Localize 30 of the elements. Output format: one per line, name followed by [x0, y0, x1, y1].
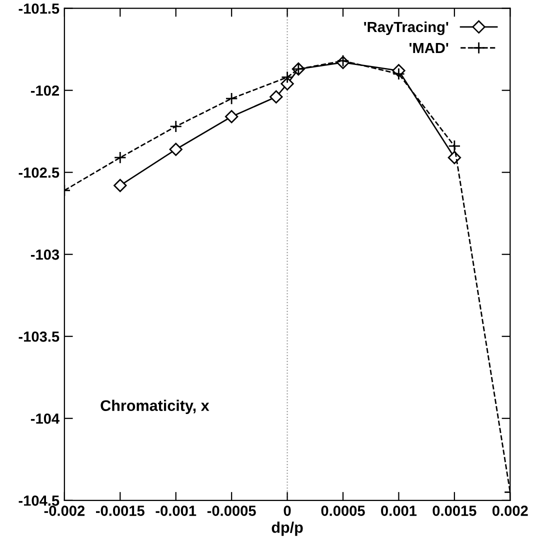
point [448, 140, 461, 152]
y-tick-label: -103 [30, 249, 60, 260]
y-tick-label: -102 [30, 85, 59, 96]
x-tick-label: 0.0015 [432, 506, 476, 516]
point [281, 70, 294, 84]
y-tick-label: -101.5 [18, 3, 60, 14]
point [392, 68, 405, 80]
point [224, 110, 238, 124]
annotation: Chromaticity, x [100, 400, 210, 414]
point [114, 151, 126, 164]
x-tick-label: -0.002 [44, 506, 85, 516]
legend-label: 'RayTracing' [364, 21, 448, 36]
x-tick-label: 0.002 [492, 506, 528, 516]
x-tick-label: 0.001 [381, 506, 417, 516]
x-tick-label: -0.0015 [96, 506, 144, 516]
point [170, 120, 182, 133]
x-tick-label: -0.001 [156, 506, 196, 516]
y-tick-label: -103.5 [18, 331, 60, 342]
y-tick-label: -104.5 [18, 496, 60, 506]
y-tick-label: -104 [30, 413, 60, 424]
point [270, 90, 283, 104]
x-tick-label: -0.0005 [207, 506, 256, 516]
point [225, 92, 238, 105]
x-axis-title: dp/p [272, 522, 303, 536]
legend-label: 'MAD' [410, 42, 448, 53]
x-tick-label: 0 [284, 506, 291, 516]
point [169, 142, 182, 156]
y-tick-label: -102.5 [18, 167, 60, 178]
x-tick-label: 0.0005 [321, 506, 365, 516]
point [114, 178, 127, 192]
